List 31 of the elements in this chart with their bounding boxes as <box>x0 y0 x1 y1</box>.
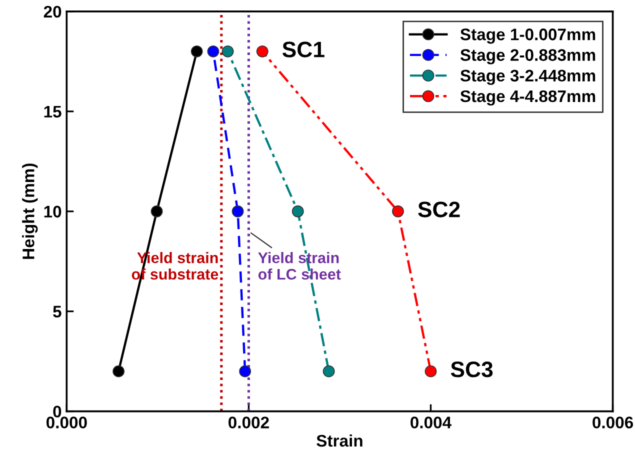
y-tick-label: 15 <box>44 106 62 118</box>
point <box>232 205 244 218</box>
x-tick-label: 0.000 <box>46 416 87 428</box>
ref-line-label: Yield strain of LC sheet <box>258 252 341 280</box>
x-axis-title: Strain <box>316 434 362 447</box>
point <box>239 365 252 378</box>
y-tick-label: 10 <box>44 206 62 218</box>
x-tick-label: 0.006 <box>592 416 634 428</box>
legend-label: Stage 3-2.448mm <box>460 70 596 85</box>
annotation: SC3 <box>450 362 493 378</box>
point <box>256 45 268 58</box>
point <box>424 365 437 378</box>
point <box>392 205 404 218</box>
y-tick-label: 0 <box>53 406 62 418</box>
point <box>112 365 125 378</box>
point <box>207 45 220 58</box>
legend-label: Stage 1-0.007mm <box>460 28 596 44</box>
y-tick-label: 5 <box>53 306 62 318</box>
annotation: SC1 <box>282 42 324 58</box>
point <box>150 205 163 218</box>
legend-label: Stage 2-0.883mm <box>460 49 596 64</box>
point <box>190 45 203 58</box>
point <box>222 45 234 58</box>
x-tick-label: 0.004 <box>410 416 452 428</box>
annotation: SC2 <box>418 202 460 218</box>
x-tick-label: 0.002 <box>228 416 269 428</box>
y-tick-label: 20 <box>44 6 62 18</box>
legend-label: Stage 4-4.887mm <box>460 90 596 106</box>
y-axis-title: Height (mm) <box>22 164 38 259</box>
point <box>292 205 304 218</box>
point <box>322 365 335 378</box>
